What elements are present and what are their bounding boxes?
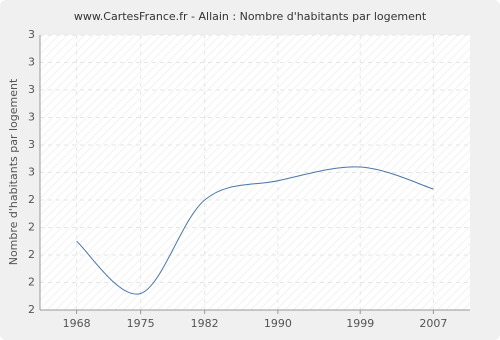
y-tick-label: 3 (28, 166, 35, 179)
x-tick-label: 1982 (191, 317, 219, 330)
y-tick-label: 3 (28, 83, 35, 96)
x-tick-label: 1999 (346, 317, 374, 330)
y-tick-label: 2 (28, 248, 35, 261)
x-tick-label: 1975 (127, 317, 155, 330)
y-tick-label: 2 (28, 193, 35, 206)
y-tick-label: 2 (28, 221, 35, 234)
y-tick-label: 3 (28, 111, 35, 124)
x-tick-label: 2007 (419, 317, 447, 330)
y-axis-label: Nombre d'habitants par logement (7, 78, 20, 265)
x-tick-label: 1968 (63, 317, 91, 330)
y-tick-label: 2 (28, 303, 35, 316)
chart-title: www.CartesFrance.fr - Allain : Nombre d'… (74, 10, 427, 23)
plot-hatch (40, 35, 470, 310)
y-tick-label: 2 (28, 276, 35, 289)
x-tick-label: 1990 (264, 317, 292, 330)
data-line (76, 166, 434, 295)
y-tick-label: 3 (28, 138, 35, 151)
y-tick-label: 3 (28, 28, 35, 41)
y-tick-label: 3 (28, 56, 35, 69)
